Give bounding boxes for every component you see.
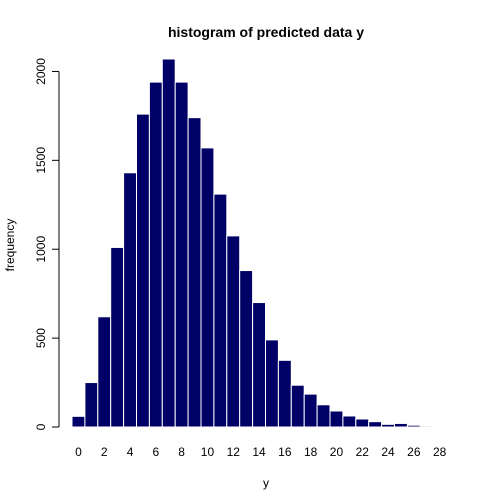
x-tick-label: 22 <box>356 445 370 459</box>
x-tick-label: 4 <box>127 445 134 459</box>
y-tick-label: 1000 <box>34 236 48 263</box>
bar-19 <box>316 404 331 428</box>
bar-13 <box>239 270 254 428</box>
bar-11 <box>213 193 228 428</box>
bar-27 <box>419 425 434 428</box>
bar-20 <box>329 410 344 428</box>
y-axis-label: frequency <box>3 219 17 272</box>
bar-3 <box>110 246 125 428</box>
x-axis-ticks: 0 2 4 6 8 10 12 14 16 18 20 22 24 26 28 <box>75 445 447 459</box>
x-tick-label: 6 <box>153 445 160 459</box>
bar-17 <box>290 384 305 428</box>
bar-8 <box>174 81 189 428</box>
bar-4 <box>123 172 137 428</box>
bar-26 <box>406 424 421 428</box>
bar-2 <box>97 316 112 428</box>
y-tick-label: 2000 <box>34 58 48 85</box>
x-tick-label: 16 <box>278 445 292 459</box>
chart-title: histogram of predicted data y <box>168 24 364 40</box>
bar-9 <box>187 117 202 428</box>
y-axis-ticks: 0 500 1000 1500 2000 <box>34 58 59 430</box>
bar-5 <box>136 113 150 428</box>
bar-12 <box>226 235 241 428</box>
bar-22 <box>355 418 370 428</box>
x-tick-label: 18 <box>304 445 318 459</box>
bar-7 <box>161 58 176 428</box>
x-tick-label: 26 <box>407 445 421 459</box>
bar-10 <box>200 147 215 428</box>
x-tick-label: 12 <box>227 445 241 459</box>
y-tick-label: 500 <box>34 328 48 348</box>
x-tick-label: 24 <box>381 445 395 459</box>
bar-24 <box>381 423 396 428</box>
bar-21 <box>342 415 357 428</box>
bars <box>71 58 460 428</box>
x-tick-label: 8 <box>178 445 185 459</box>
y-tick-label: 1500 <box>34 147 48 174</box>
bar-14 <box>252 302 267 428</box>
x-axis-label: y <box>263 476 269 490</box>
bar-25 <box>394 422 408 428</box>
y-tick-label: 0 <box>34 423 48 430</box>
x-tick-label: 2 <box>101 445 108 459</box>
x-tick-label: 28 <box>433 445 447 459</box>
x-tick-label: 20 <box>330 445 344 459</box>
bar-6 <box>148 81 163 428</box>
bar-16 <box>277 359 292 428</box>
bar-23 <box>368 421 383 428</box>
bar-28 <box>432 425 447 428</box>
bar-15 <box>265 339 279 428</box>
bar-1 <box>84 382 99 428</box>
x-tick-label: 0 <box>75 445 82 459</box>
bar-0 <box>71 415 86 428</box>
x-tick-label: 10 <box>201 445 215 459</box>
bar-18 <box>303 393 318 428</box>
x-tick-label: 14 <box>252 445 266 459</box>
